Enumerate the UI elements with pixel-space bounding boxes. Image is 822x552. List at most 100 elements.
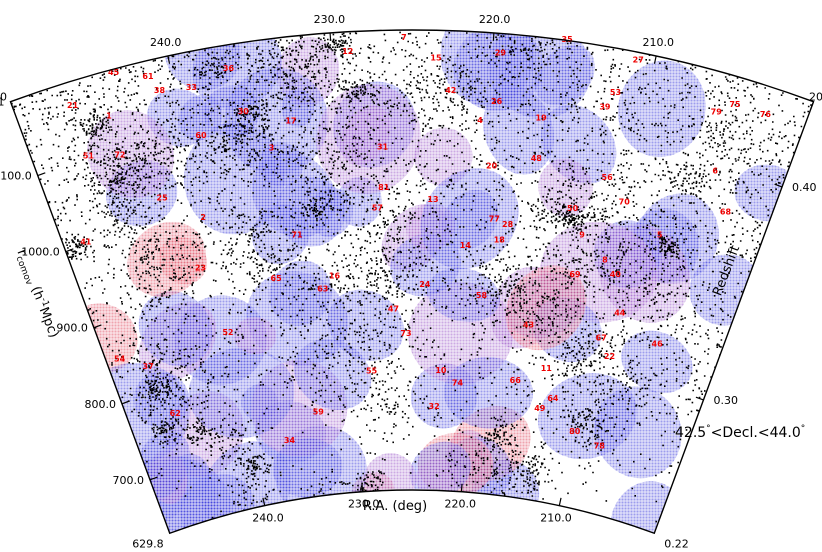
ra-tick-label-inner: 210.0 (540, 511, 572, 524)
void-label: 57 (372, 204, 383, 213)
void-label: 79 (711, 108, 723, 117)
void-label: 34 (284, 436, 296, 445)
distance-tick (121, 400, 130, 405)
distance-tick (37, 172, 46, 177)
void-label: 71 (291, 230, 303, 239)
void-label: 31 (377, 143, 389, 152)
void-label: 26 (491, 97, 503, 106)
ra-tick-label-outer: 240.0 (150, 36, 182, 49)
void-label: 19 (536, 114, 548, 123)
distance-tick-label: 900.0 (56, 322, 88, 335)
redshift-tick-label: 0.30 (714, 394, 739, 407)
void-label: 52 (222, 328, 233, 337)
void-label: 35 (562, 35, 574, 44)
ra-tick-label-inner: 220.0 (445, 498, 477, 511)
void-label: 23 (195, 264, 206, 273)
ra-tick-inner (361, 483, 364, 492)
void-label: 39 (599, 103, 611, 112)
ra-tick-outer (9, 101, 14, 110)
void-label: 1 (106, 111, 112, 120)
void-label: 65 (271, 274, 283, 283)
void-label: 21 (67, 101, 79, 110)
ra-tick-label-outer: 210.0 (643, 36, 675, 49)
void-label: 16 (329, 271, 341, 280)
void-label: 75 (729, 100, 741, 109)
ra-tick-outer (492, 32, 495, 41)
declination-annotation: 42.5°<Decl.<44.0° (675, 424, 805, 441)
void-label: 66 (510, 376, 522, 385)
void-label: 73 (400, 329, 411, 338)
decl-range-text: <Decl.<44.0 (711, 425, 801, 441)
void-label: 4 (477, 116, 483, 125)
void-label: 59 (313, 407, 325, 416)
void-label: 25 (157, 194, 169, 203)
distance-tick-label: 800.0 (85, 398, 117, 411)
void-label: 24 (419, 280, 431, 289)
void-label: 55 (366, 366, 378, 375)
void-label: 8 (602, 255, 608, 264)
void-label: 18 (494, 236, 506, 245)
void-label: 3 (269, 144, 275, 153)
void-label: 67 (596, 333, 607, 342)
rcomov-unit-sup: -1 (38, 296, 51, 308)
ra-tick-outer (653, 55, 657, 64)
ra-tick-inner (460, 483, 463, 492)
ra-tick-label-outer: 220.0 (479, 13, 511, 26)
void-region (275, 176, 346, 247)
ra-tick-outer (329, 32, 332, 41)
void-label: 28 (502, 220, 514, 229)
void-label: 64 (547, 394, 559, 403)
void-label: 72 (114, 150, 125, 159)
distance-tick (149, 476, 158, 481)
ra-tick-label-outer: 230.0 (314, 13, 346, 26)
void-label: 76 (760, 110, 772, 119)
void-label: 29 (495, 48, 507, 57)
ra-tick-inner (558, 497, 562, 506)
redshift-tick (774, 183, 783, 188)
void-label: 27 (633, 55, 644, 64)
void-label: 5 (657, 231, 663, 240)
void-label: 9 (579, 230, 585, 239)
void-label: 42 (445, 86, 456, 95)
void-label: 14 (460, 241, 472, 250)
void-label: 77 (489, 215, 500, 224)
void-label: 49 (534, 404, 546, 413)
rcomov-subscript: comov (14, 255, 34, 287)
redshift-tick-label: 0.22 (664, 537, 689, 548)
decl-deg-1: ° (706, 424, 711, 434)
void-label: 62 (170, 409, 181, 418)
void-label: 30 (238, 107, 250, 116)
void-label: 74 (452, 379, 464, 388)
void-label: 50 (567, 204, 579, 213)
redshift-tick (695, 396, 704, 401)
ra-tick-inner (262, 497, 266, 506)
void-label: 70 (619, 197, 631, 206)
void-label: 36 (223, 64, 235, 73)
rcomov-unit-open: (h (26, 280, 46, 302)
ra-axis-title: R.A. (deg) (363, 499, 427, 514)
void-label: 56 (602, 173, 614, 182)
void-label: 78 (594, 441, 606, 450)
void-label: 69 (569, 270, 581, 279)
distance-tick (65, 248, 74, 253)
void-label: 7 (401, 33, 407, 42)
void-label: 63 (317, 285, 328, 294)
distance-tick-label: 1000.0 (21, 246, 60, 259)
decl-lower: 42.5 (675, 425, 706, 441)
void-label: 43 (523, 320, 534, 329)
wedge-outline (9, 29, 815, 535)
void-label: 6 (712, 166, 718, 175)
distance-tick-label: 700.0 (113, 474, 145, 487)
rcomov-unit-close: Mpc) (36, 305, 61, 340)
rcomov-axis-title: rcomov (h-1Mpc) (12, 247, 62, 341)
void-label: 54 (114, 355, 126, 364)
void-label: 58 (476, 291, 488, 300)
void-label: 38 (154, 86, 166, 95)
galaxy-scatter (11, 31, 812, 523)
decl-deg-2: ° (801, 424, 806, 434)
void-label: 45 (108, 68, 120, 77)
